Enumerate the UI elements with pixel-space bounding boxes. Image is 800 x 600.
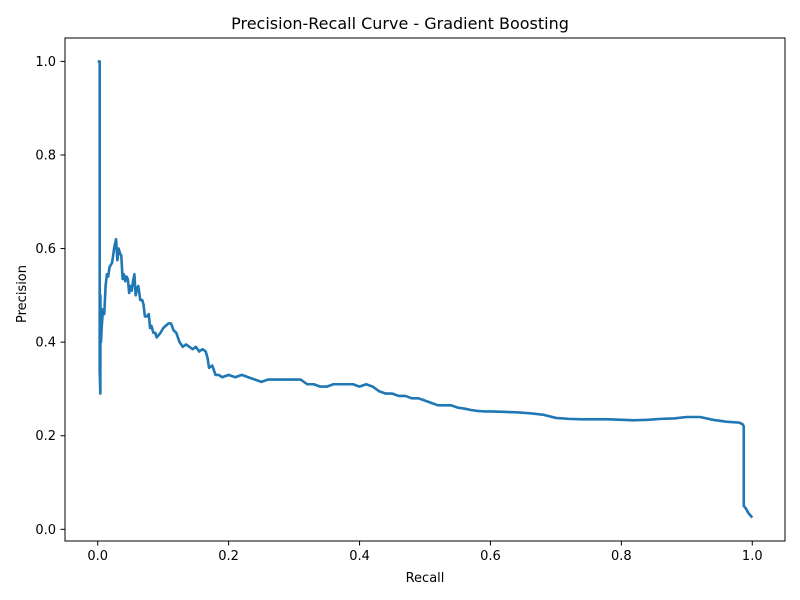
- x-tick-label: 0.8: [611, 549, 632, 564]
- y-tick-label: 1.0: [35, 55, 56, 70]
- x-tick-label: 0.4: [349, 549, 370, 564]
- x-tick-label: 0.2: [218, 549, 239, 564]
- y-tick-label: 0.8: [35, 148, 56, 163]
- y-axis: 0.0 0.2 0.4 0.6 0.8 1.0: [35, 55, 65, 538]
- y-tick-label: 0.4: [35, 336, 56, 351]
- y-axis-label: Precision: [15, 265, 30, 323]
- y-tick-label: 0.6: [35, 242, 56, 257]
- chart-title: Precision-Recall Curve - Gradient Boosti…: [231, 14, 569, 33]
- x-tick-label: 0.6: [480, 549, 501, 564]
- x-tick-label: 1.0: [742, 549, 763, 564]
- plot-area: [64, 37, 786, 542]
- x-axis: 0.0 0.2 0.4 0.6 0.8 1.0: [87, 541, 763, 564]
- y-tick-label: 0.2: [35, 429, 56, 444]
- series-line-0: [97, 60, 754, 519]
- x-axis-label: Recall: [406, 571, 445, 586]
- y-tick-label: 0.0: [35, 523, 56, 538]
- x-tick-label: 0.0: [87, 549, 108, 564]
- plot-frame: [64, 37, 786, 542]
